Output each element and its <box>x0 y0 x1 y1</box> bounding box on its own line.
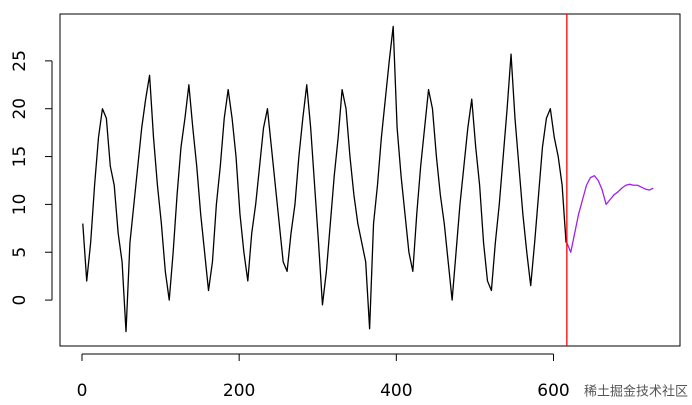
y-tick-label: 20 <box>10 98 30 120</box>
x-tick-label: 200 <box>223 381 255 401</box>
series-line <box>82 25 567 333</box>
x-tick-label: 0 <box>77 381 88 401</box>
x-tick-label: 400 <box>380 381 412 401</box>
y-tick-label: 25 <box>10 50 30 72</box>
y-tick-label: 15 <box>10 146 30 168</box>
y-tick-label: 5 <box>10 247 30 258</box>
y-tick-label: 0 <box>10 295 30 306</box>
x-tick-label: 600 <box>537 381 569 401</box>
series-line <box>566 175 654 253</box>
plot-box <box>59 13 681 347</box>
y-tick-label: 10 <box>10 194 30 216</box>
watermark: 稀土掘金技术社区 <box>584 384 688 400</box>
